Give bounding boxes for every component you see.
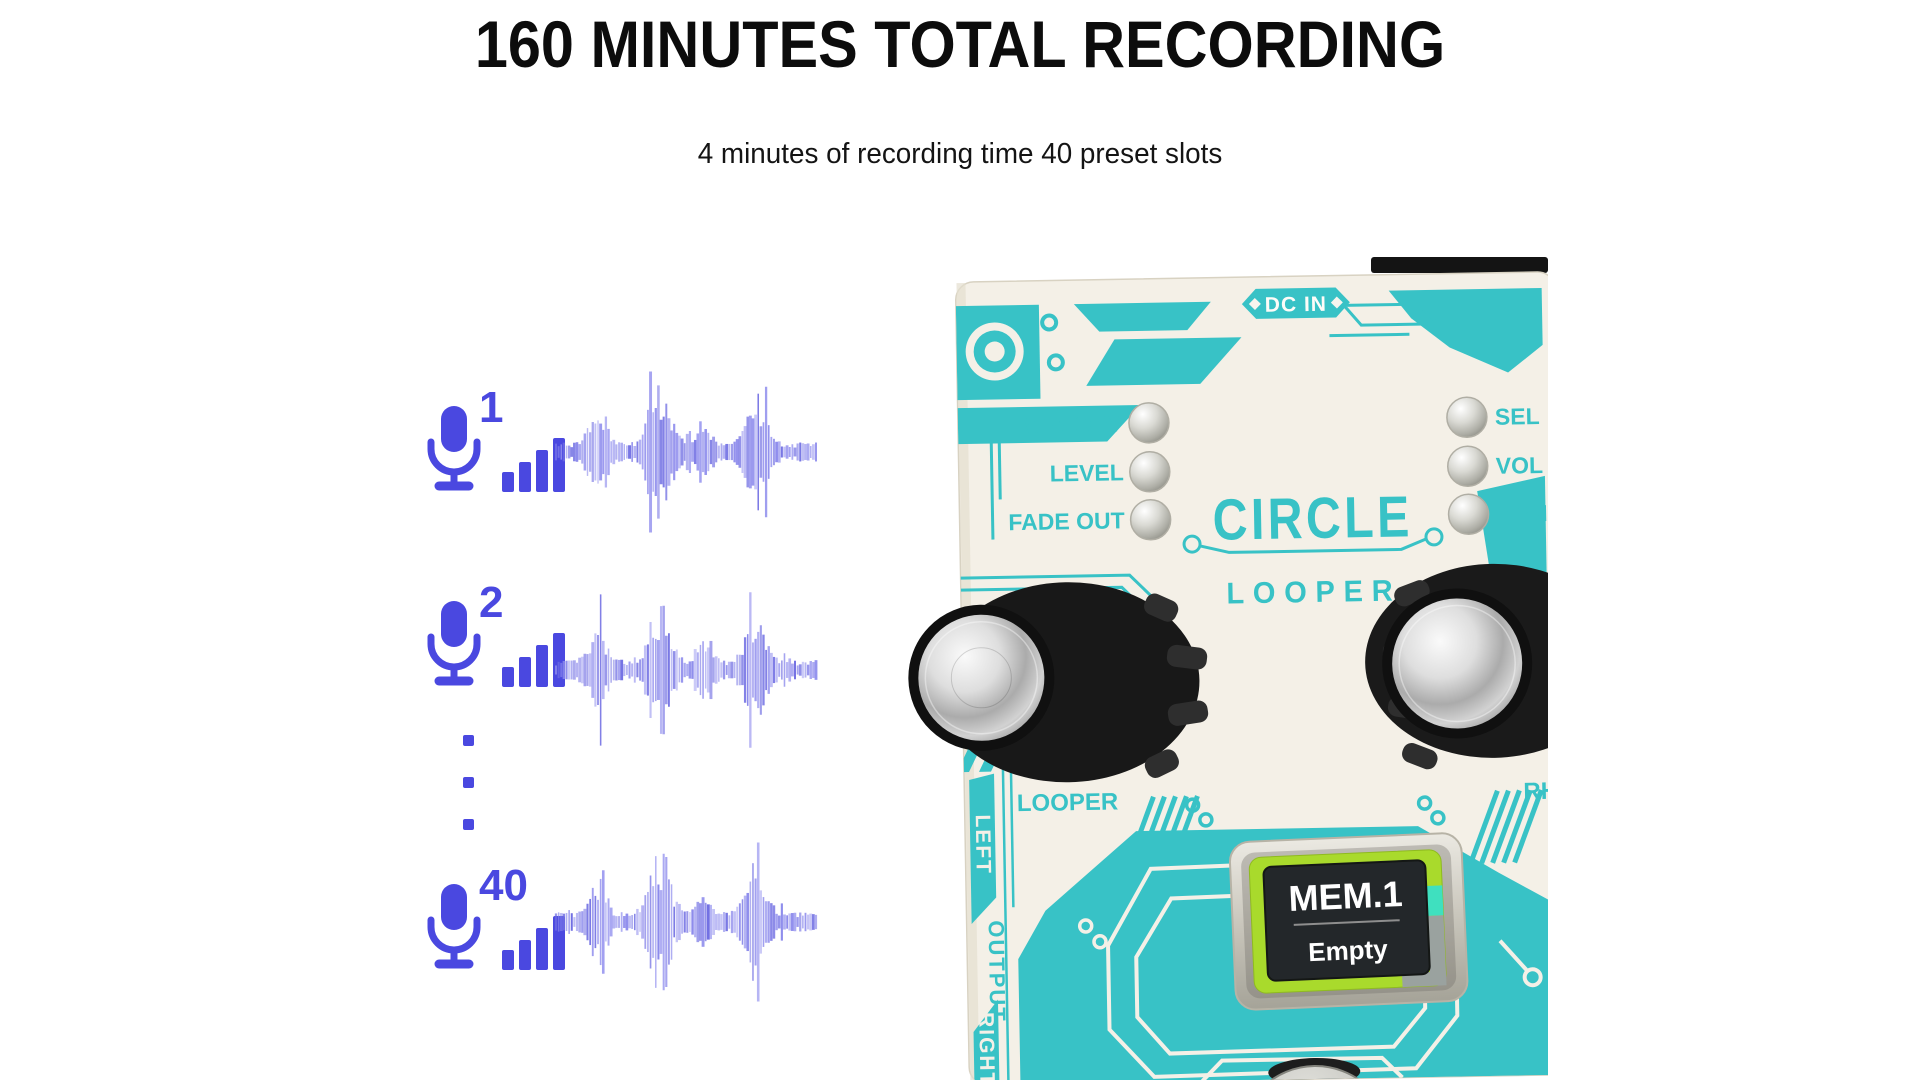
audio-waveform <box>554 842 818 1002</box>
slot-number: 2 <box>479 578 504 627</box>
footswitch <box>1238 1065 1393 1080</box>
screen-memory-text: MEM.1 <box>1288 873 1404 919</box>
jack-bar <box>1371 257 1548 273</box>
slot-number: 40 <box>479 861 528 910</box>
led-button <box>1128 402 1170 444</box>
control-label-vol: VOL <box>1496 452 1544 479</box>
control-label-bpm: BPM <box>1496 500 1548 527</box>
led-button <box>1446 445 1489 488</box>
screen-status-text: Empty <box>1308 934 1389 967</box>
led-button <box>1129 451 1171 493</box>
microphone-icon <box>427 884 481 969</box>
knob-left-label: LOOPER <box>1017 788 1119 817</box>
screen-display <box>1262 859 1431 982</box>
microphone-icon <box>427 601 481 686</box>
knob-right <box>1365 563 1548 770</box>
control-label-memory: MEMORY <box>1020 410 1123 438</box>
headline: 160 MINUTES TOTAL RECORDING <box>474 7 1446 81</box>
microphone-icon <box>427 406 481 491</box>
led-button <box>1447 493 1490 536</box>
product-photo: DC IN MEMORY LEVEL FADE OUT <box>895 255 1548 1080</box>
dc-in-label: DC IN <box>1265 293 1328 317</box>
slot-number: 1 <box>479 383 504 432</box>
side-label-right: RIGHT <box>974 1012 998 1080</box>
audio-waveform <box>555 592 818 748</box>
brand-logo: CIRCLE <box>1212 484 1413 552</box>
knob-right-label: RH <box>1523 778 1548 806</box>
circuit-decoration-top-left <box>955 301 1242 614</box>
circuit-decoration-top-right <box>1329 287 1547 583</box>
side-output-strip: LEFT OUTPUT RIGHT <box>957 729 1015 1080</box>
dc-in-badge: DC IN <box>1241 287 1350 319</box>
audio-waveform <box>555 371 818 533</box>
subheadline: 4 minutes of recording time 40 preset sl… <box>697 138 1223 170</box>
control-label-fade-out: FADE OUT <box>1008 507 1125 535</box>
preset-row: 40 <box>424 864 574 972</box>
preset-row: 2 <box>424 581 574 689</box>
led-button <box>1446 396 1488 439</box>
control-label-level: LEVEL <box>1049 459 1124 486</box>
knob-left <box>908 582 1209 783</box>
control-label-sel: SEL <box>1495 403 1540 430</box>
led-button <box>1129 499 1172 541</box>
side-label-left: LEFT <box>971 814 995 875</box>
memory-screen: MEM.1 Empty <box>1228 832 1469 1011</box>
brand-sub-logo: LOOPER <box>1226 574 1402 610</box>
